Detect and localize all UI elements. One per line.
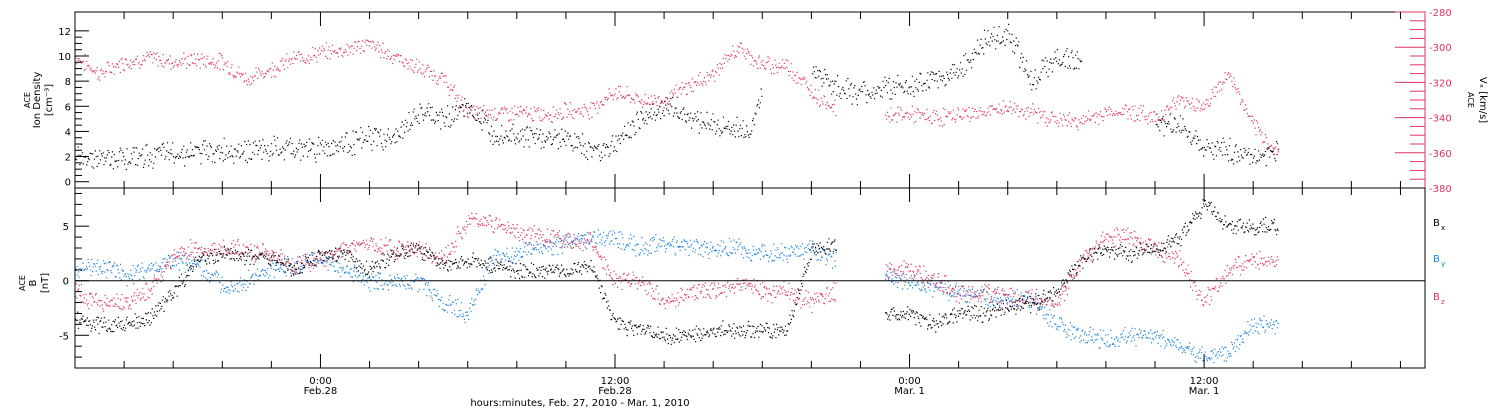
series-Vx	[75, 39, 1279, 156]
panel1-x-ticks	[74, 12, 1401, 188]
legend-label-y: B	[1433, 254, 1440, 265]
x-tick-label-time: 0:00	[898, 376, 920, 387]
legend-label-x: B	[1433, 218, 1440, 229]
panel1-left-tick-label: 2	[65, 153, 71, 164]
panel1-left-tick-label: 6	[65, 102, 71, 113]
x-tick-label-date: Mar. 1	[894, 386, 925, 397]
legend-label-z: B	[1433, 292, 1440, 303]
series-points-Vx	[75, 39, 1279, 156]
x-tick-label-time: 0:00	[309, 376, 331, 387]
x-tick-label-time: 12:00	[601, 376, 630, 387]
panel1-right-tick-label: -320	[1429, 78, 1452, 89]
panel2-left-label-line2: B	[28, 279, 39, 286]
panel1-left-label-line3: [cm⁻³]	[44, 84, 55, 116]
panel1-right-label-line2: Vₓ [km/s]	[1477, 77, 1488, 123]
panel1-data-series	[75, 23, 1279, 171]
panel1-left-tick-label: 12	[58, 27, 71, 38]
legend-subscript-x: x	[1441, 224, 1445, 232]
x-tick-label-date: Feb.28	[598, 386, 632, 397]
panel1-left-ticks: 0 2 4 6 8 10 12	[58, 27, 89, 189]
panel1-left-tick-label: 10	[58, 52, 71, 63]
panel1-left-tick-label: 4	[65, 127, 71, 138]
series-points-Bₓ	[75, 212, 1279, 314]
panel2-frame	[74, 187, 1426, 369]
series-Bₓ	[75, 199, 1279, 345]
panel1-right-ticks: -380 -360 -340 -320 -300 -280	[1395, 8, 1452, 195]
panel2-left-tick-label: -5	[59, 331, 69, 342]
legend-subscript-z: z	[1441, 298, 1445, 306]
x-tick-label-time: 12:00	[1190, 376, 1219, 387]
panel1-left-label-line2: Ion Density	[32, 72, 43, 129]
panel1-left-tick-label: 0	[65, 178, 71, 189]
panel2-left-tick-label: 0	[63, 277, 69, 288]
density-velocity-panel: 0 2 4 6 8 10 12 -380 -360 -340 -320 -300 -280 ACE I…	[23, 8, 1488, 195]
panel2-left-tick-label: 5	[63, 222, 69, 233]
panel1-right-tick-label: -300	[1429, 43, 1452, 54]
legend-subscript-y: y	[1441, 260, 1445, 268]
panel1-right-tick-label: -280	[1429, 8, 1452, 19]
panel1-frame	[74, 11, 1426, 189]
panel1-right-tick-label: -360	[1429, 149, 1452, 160]
panel2-left-ticks: -5 0 5	[59, 192, 89, 358]
panel2-left-label-line1: ACE	[18, 275, 27, 291]
x-tick-label-date: Mar. 1	[1189, 386, 1220, 397]
series-Bₓ	[75, 212, 1279, 314]
panel1-left-label-line1: ACE	[23, 92, 32, 108]
panel1-left-tick-label: 8	[65, 77, 71, 88]
panel1-right-tick-label: -340	[1429, 114, 1452, 125]
x-axis-title: hours:minutes, Feb. 27, 2010 - Mar. 1, 2…	[470, 398, 689, 409]
panel2-x-ticks	[74, 188, 1401, 368]
series-points-Bₓ	[75, 199, 1279, 345]
x-tick-label-date: Feb.28	[304, 386, 338, 397]
panel1-right-tick-label: -380	[1429, 184, 1452, 195]
panel1-right-label-line1: ACE	[1466, 92, 1475, 108]
panel2-left-label-line3: [nT]	[40, 273, 51, 293]
